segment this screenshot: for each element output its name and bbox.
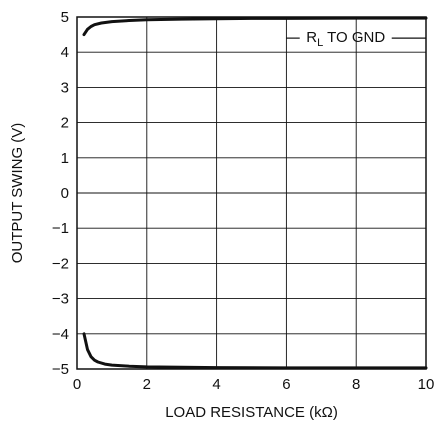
y-tick-label: −3	[52, 291, 69, 308]
series-annotation: RL TO GND	[286, 29, 426, 49]
annotation-label-main: R	[306, 29, 317, 46]
y-tick-label: 1	[61, 150, 69, 167]
x-tick-label: 4	[212, 376, 220, 393]
y-tick-label: 2	[61, 115, 69, 132]
annotation-label: RL TO GND	[306, 29, 385, 49]
x-tick-labels: 0 2 4 6 8 10	[73, 376, 435, 393]
y-tick-label: −1	[52, 220, 69, 237]
y-tick-label: −2	[52, 255, 69, 272]
y-tick-label: 0	[61, 185, 69, 202]
series-line-2	[82, 332, 428, 370]
x-tick-label: 8	[352, 376, 360, 393]
plot-frame	[76, 16, 427, 370]
y-tick-label: 4	[61, 44, 69, 61]
x-tick-label: 10	[418, 376, 435, 393]
y-tick-label: −5	[52, 361, 69, 378]
y-axis-title: OUTPUT SWING (V)	[9, 123, 26, 264]
annotation-label-rest: TO GND	[323, 29, 385, 46]
x-axis-title: LOAD RESISTANCE (kΩ)	[165, 404, 338, 421]
y-tick-label: 3	[61, 79, 69, 96]
x-tick-label: 2	[143, 376, 151, 393]
y-tick-labels: 5 4 3 2 1 0 −1 −2 −3 −4 −5	[52, 9, 69, 378]
series-line-1	[82, 16, 428, 37]
x-tick-label: 0	[73, 376, 81, 393]
y-tick-label: 5	[61, 9, 69, 26]
y-tick-label: −4	[52, 326, 69, 343]
annotation-label-sub: L	[317, 37, 323, 49]
data-series	[82, 16, 428, 370]
grid-lines	[76, 16, 427, 370]
x-tick-label: 6	[282, 376, 290, 393]
